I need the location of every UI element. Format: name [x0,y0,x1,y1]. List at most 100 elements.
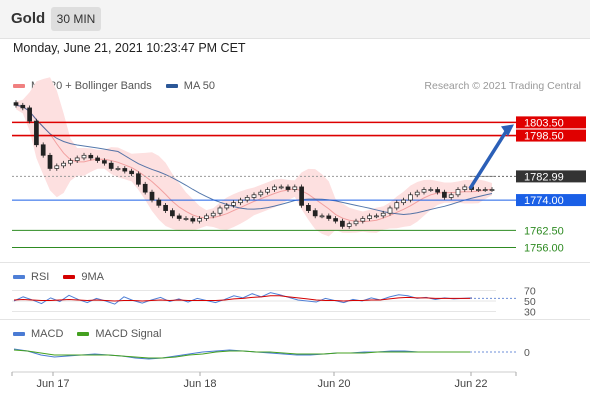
ma50-line [15,104,493,216]
signal-label: MACD Signal [95,328,162,340]
x-tick-label-0: Jun 17 [36,378,69,390]
copyright-text: Research © 2021 Trading Central [424,80,581,92]
candle-body-66 [462,186,468,190]
candle-body-57 [401,199,406,204]
candle-body-70 [489,189,495,191]
candle-body-18 [136,173,141,185]
level-label-0: 1803.50 [524,117,564,129]
candle-body-45 [319,215,325,218]
chart-header: Gold 30 MIN [0,0,590,39]
candle-body-52 [367,215,372,219]
candle-body-7 [61,162,66,167]
ma9-label: 9MA [81,271,104,283]
candle-body-3 [34,120,39,146]
candle-body-49 [346,223,352,227]
candle-body-61 [428,189,434,191]
ma50-label: MA 50 [183,80,215,92]
candle-body-68 [476,189,481,191]
instrument-title: Gold [11,10,46,27]
candle-body-59 [414,191,420,196]
candle-body-51 [360,218,366,222]
candle-body-63 [442,191,447,198]
bollinger-label: MA 20 + Bollinger Bands [31,80,152,92]
legend-item-signal: MACD Signal [77,328,161,340]
candle-body-36 [258,191,264,196]
rsi-legend: RSI 9MA [13,271,118,283]
candle-body-31 [224,204,230,209]
candle-body-14 [108,162,114,169]
level-label-2: 1782.99 [524,171,564,183]
candle-body-35 [251,194,257,198]
candle-body-26 [190,218,196,222]
level-label-5: 1756.00 [524,242,564,254]
bollinger-swatch [13,84,25,88]
candle-body-12 [95,157,100,161]
level-tag-bg-3 [516,194,586,207]
candle-body-23 [170,210,175,217]
macd-zero-label: 0 [524,347,530,359]
candle-body-24 [176,215,182,219]
level-tag-bg-0 [516,116,586,129]
candle-body-15 [115,168,121,170]
candle-body-29 [210,212,216,217]
candle-body-22 [163,204,168,211]
macd-legend: MACD MACD Signal [13,328,175,340]
candle-body-54 [380,212,386,217]
rsi-swatch [13,275,25,279]
candle-body-11 [88,154,94,159]
legend-item-macd: MACD [13,328,63,340]
candle-body-41 [292,186,298,190]
candle-body-30 [217,207,223,214]
bollinger-band-area [16,77,492,237]
legend-item-ma9: 9MA [63,271,104,283]
rsi-series-1 [13,295,472,302]
ma50-swatch [165,84,178,88]
candle-body-60 [421,189,427,193]
level-tag-bg-1 [516,129,586,142]
level-label-4: 1762.50 [524,225,564,237]
candle-body-43 [306,204,311,211]
candle-body-47 [333,218,338,222]
candle-body-2 [27,107,32,122]
timeframe-button[interactable]: 30 MIN [51,7,101,31]
rsi-series-0 [13,292,473,305]
x-tick-label-2: Jun 20 [317,378,350,390]
candle-body-64 [448,194,454,198]
candle-body-19 [142,183,148,193]
candle-body-9 [74,157,80,161]
candle-body-65 [455,189,461,196]
candle-body-1 [20,104,26,109]
candle-body-50 [353,220,359,225]
ma9-swatch [63,275,76,279]
rsi-label: RSI [31,271,50,283]
macd-swatch [13,332,25,336]
level-label-3: 1774.00 [524,195,564,207]
legend-item-ma50: MA 50 [165,80,215,92]
macd-series-1 [13,349,472,359]
macd-label: MACD [31,328,64,340]
level-tag-bg-2 [516,170,586,183]
signal-swatch [77,332,90,336]
rsi-level-label-0: 70 [524,286,536,298]
candle-body-34 [244,197,250,201]
candle-body-20 [149,191,155,201]
forecast-arrow-shaft [468,127,510,190]
candle-body-56 [394,202,400,209]
candle-body-46 [326,215,332,219]
main-legend: MA 20 + Bollinger Bands MA 50 [13,80,229,92]
candle-body-0 [13,102,19,106]
candle-body-32 [231,202,236,206]
candle-body-53 [374,215,379,218]
candle-body-8 [68,160,73,164]
candle-body-55 [387,207,393,214]
candle-body-40 [285,186,291,190]
legend-item-bollinger: MA 20 + Bollinger Bands [13,80,152,92]
candle-body-27 [197,218,202,222]
candle-body-28 [204,215,209,219]
x-tick-label-1: Jun 18 [183,378,216,390]
candle-body-17 [129,170,134,175]
candle-body-62 [435,189,440,193]
candle-body-10 [81,154,87,159]
candle-body-48 [340,220,345,227]
